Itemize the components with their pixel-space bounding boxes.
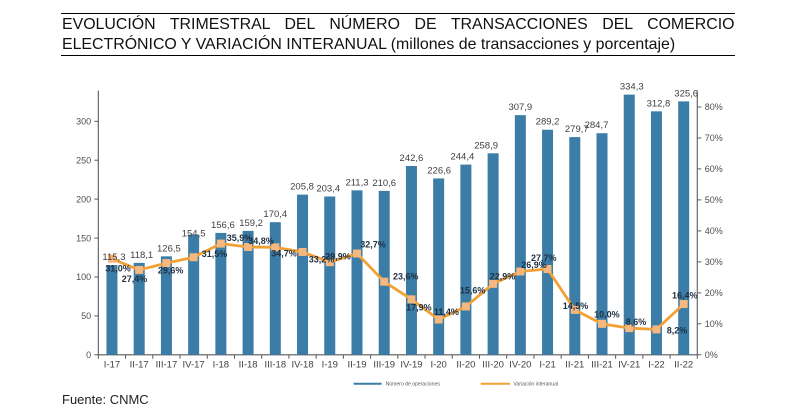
svg-text:15,6%: 15,6%: [460, 286, 486, 296]
svg-text:34,7%: 34,7%: [271, 248, 297, 258]
svg-text:32,7%: 32,7%: [360, 240, 386, 250]
svg-text:34,8%: 34,8%: [248, 236, 274, 246]
svg-text:126,5: 126,5: [157, 243, 181, 254]
svg-text:22,9%: 22,9%: [490, 271, 516, 281]
svg-text:23,6%: 23,6%: [393, 272, 419, 282]
svg-text:312,8: 312,8: [647, 98, 671, 109]
svg-text:II-17: II-17: [130, 360, 149, 371]
svg-text:211,3: 211,3: [345, 177, 368, 188]
svg-text:II-19: II-19: [347, 360, 366, 371]
svg-text:III-21: III-21: [591, 360, 613, 371]
svg-text:205,8: 205,8: [290, 182, 314, 193]
svg-text:80%: 80%: [705, 102, 723, 112]
svg-text:27,7%: 27,7%: [531, 253, 557, 263]
svg-text:III-20: III-20: [482, 360, 504, 371]
svg-text:244,4: 244,4: [450, 152, 474, 163]
svg-text:170,4: 170,4: [263, 209, 287, 220]
svg-text:IV-21: IV-21: [618, 360, 640, 371]
svg-text:100: 100: [76, 272, 91, 282]
svg-text:26,9%: 26,9%: [521, 260, 547, 270]
svg-text:IV-20: IV-20: [509, 360, 531, 371]
svg-text:35,9%: 35,9%: [227, 233, 253, 243]
svg-text:226,6: 226,6: [427, 165, 451, 176]
svg-text:I-17: I-17: [104, 360, 120, 371]
svg-text:0: 0: [86, 350, 91, 360]
svg-text:50%: 50%: [705, 195, 723, 205]
svg-text:203,4: 203,4: [316, 183, 340, 194]
svg-text:8,2%: 8,2%: [667, 325, 688, 335]
svg-text:III-17: III-17: [156, 360, 178, 371]
svg-text:60%: 60%: [705, 164, 723, 174]
svg-text:156,6: 156,6: [211, 220, 235, 231]
svg-text:16,4%: 16,4%: [672, 291, 698, 301]
svg-text:70%: 70%: [705, 133, 723, 143]
svg-text:250: 250: [76, 155, 91, 165]
svg-text:200: 200: [76, 194, 91, 204]
svg-text:334,3: 334,3: [620, 82, 644, 93]
svg-text:IV-18: IV-18: [291, 360, 313, 371]
svg-text:284,7: 284,7: [585, 120, 609, 131]
svg-text:I-20: I-20: [430, 360, 446, 371]
svg-text:I-21: I-21: [539, 360, 555, 371]
svg-text:I-19: I-19: [322, 360, 338, 371]
svg-text:17,9%: 17,9%: [406, 303, 432, 313]
svg-text:30%: 30%: [705, 257, 723, 267]
svg-text:279,7: 279,7: [565, 124, 589, 135]
svg-text:11,4%: 11,4%: [434, 307, 459, 317]
svg-text:IV-17: IV-17: [183, 360, 205, 371]
svg-text:III-18: III-18: [264, 360, 286, 371]
svg-text:258,9: 258,9: [474, 140, 498, 151]
svg-text:50: 50: [81, 311, 91, 321]
svg-text:242,6: 242,6: [400, 153, 424, 164]
svg-text:29,6%: 29,6%: [158, 265, 184, 275]
svg-text:III-19: III-19: [373, 360, 395, 371]
svg-text:325,6: 325,6: [674, 88, 698, 99]
svg-text:40%: 40%: [705, 226, 723, 236]
svg-text:33,2%: 33,2%: [309, 255, 335, 265]
svg-text:27,4%: 27,4%: [122, 274, 148, 284]
svg-text:10%: 10%: [705, 319, 723, 329]
svg-text:10,0%: 10,0%: [594, 309, 620, 319]
svg-text:159,2: 159,2: [239, 218, 263, 229]
svg-text:154,5: 154,5: [182, 229, 206, 240]
svg-text:I-18: I-18: [213, 360, 229, 371]
svg-text:300: 300: [76, 117, 91, 127]
svg-text:I-22: I-22: [648, 360, 664, 371]
svg-text:Número de operaciones: Número de operaciones: [386, 382, 441, 388]
svg-text:0%: 0%: [705, 350, 718, 360]
svg-text:II-21: II-21: [565, 360, 584, 371]
svg-text:20%: 20%: [705, 288, 723, 298]
svg-text:307,9: 307,9: [508, 102, 532, 113]
svg-text:II-20: II-20: [456, 360, 475, 371]
svg-text:118,1: 118,1: [130, 250, 153, 261]
svg-text:150: 150: [76, 233, 91, 243]
svg-text:Variación interanual: Variación interanual: [513, 382, 558, 388]
svg-text:31,5%: 31,5%: [202, 249, 228, 259]
svg-text:29,9%: 29,9%: [325, 251, 351, 261]
svg-text:31,0%: 31,0%: [105, 263, 131, 273]
svg-text:289,2: 289,2: [536, 117, 560, 128]
svg-text:14,5%: 14,5%: [563, 301, 589, 311]
svg-text:210,6: 210,6: [372, 178, 396, 189]
svg-text:II-22: II-22: [674, 360, 693, 371]
svg-text:II-18: II-18: [239, 360, 258, 371]
svg-text:115,3: 115,3: [102, 252, 125, 263]
svg-text:IV-19: IV-19: [400, 360, 422, 371]
svg-text:8,6%: 8,6%: [626, 317, 647, 327]
